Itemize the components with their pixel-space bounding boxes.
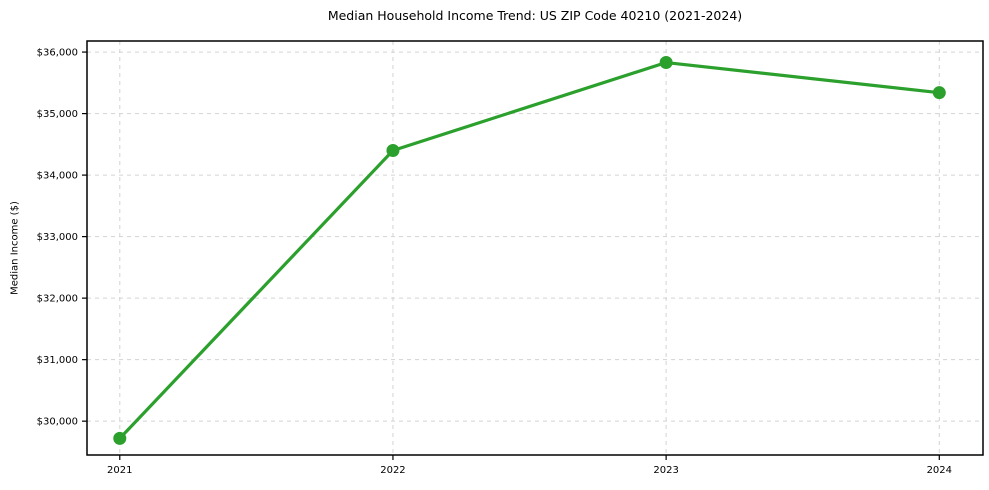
- y-tick-label: $35,000: [37, 109, 78, 120]
- data-point-2023: [659, 56, 673, 70]
- x-tick-label: 2022: [380, 465, 405, 476]
- y-tick-label: $31,000: [37, 355, 78, 366]
- data-point-2021: [113, 431, 127, 445]
- x-tick-label: 2021: [107, 465, 132, 476]
- data-point-2024: [932, 86, 946, 100]
- y-tick-label: $34,000: [37, 171, 78, 182]
- y-tick-label: $33,000: [37, 232, 78, 243]
- data-point-2022: [386, 143, 400, 157]
- y-tick-label: $32,000: [37, 294, 78, 305]
- x-tick-label: 2023: [653, 465, 678, 476]
- x-tick-label: 2024: [927, 465, 952, 476]
- trend-line: [118, 60, 941, 440]
- y-tick-label: $30,000: [37, 417, 78, 428]
- y-tick-label: $36,000: [37, 48, 78, 59]
- plot-border: [86, 40, 984, 456]
- chart-title: Median Household Income Trend: US ZIP Co…: [327, 8, 743, 23]
